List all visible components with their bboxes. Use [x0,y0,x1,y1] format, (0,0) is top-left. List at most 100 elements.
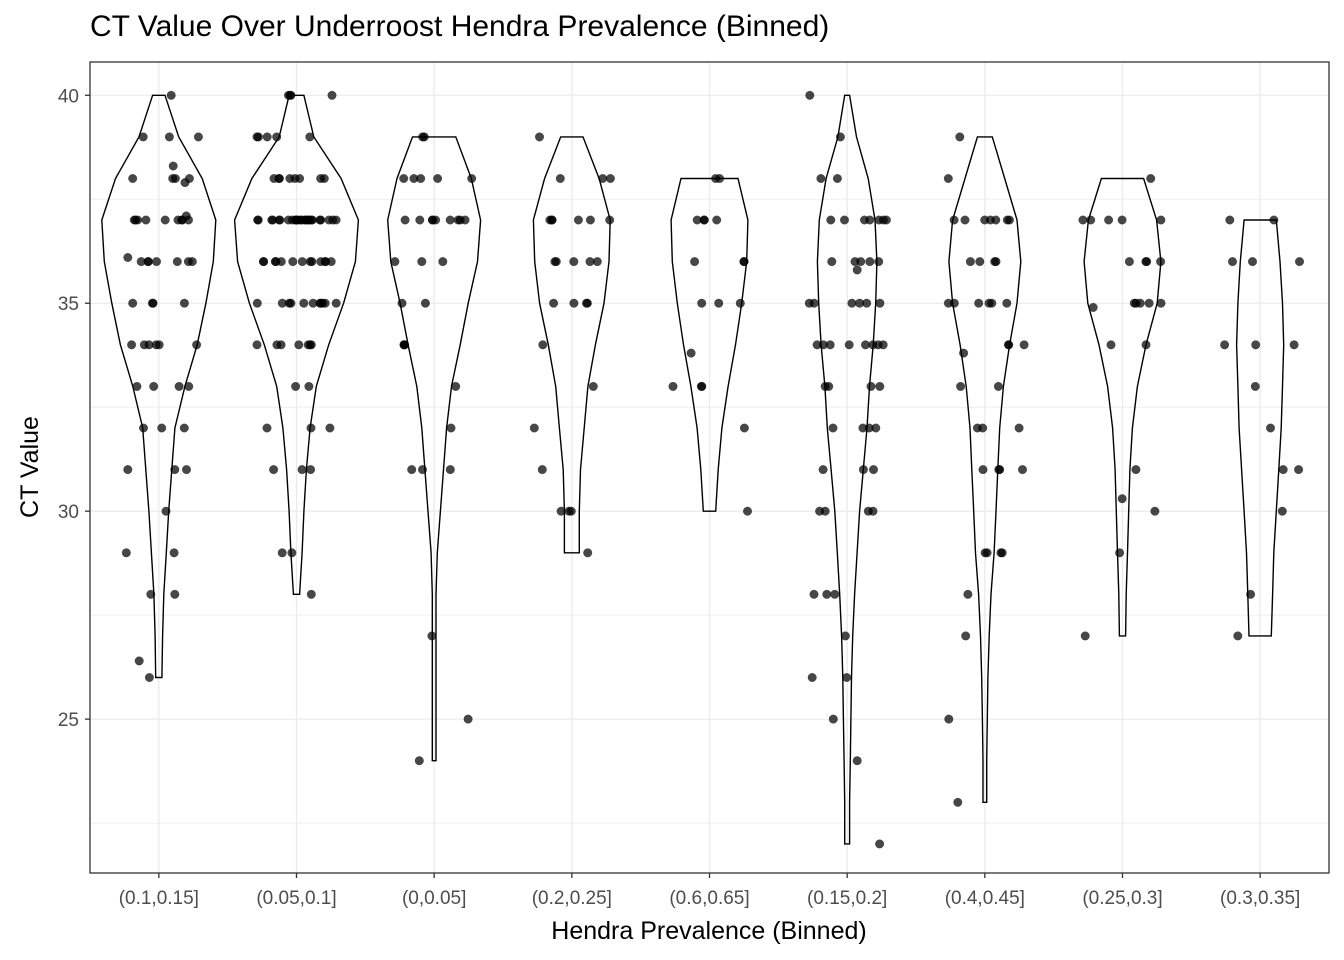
data-point [881,215,891,225]
x-axis-title: Hendra Prevalence (Binned) [551,917,866,945]
data-point [686,348,696,358]
data-point [306,215,316,225]
x-tick-label: (0.15,0.2] [807,888,887,909]
data-point [818,465,828,475]
data-point [858,465,868,475]
data-point [534,132,545,142]
violin-9 [1235,219,1285,637]
data-point [172,257,182,267]
data-point [839,215,850,225]
data-point [875,298,885,308]
data-point [529,423,539,433]
data-point [1146,173,1156,184]
data-point [804,298,814,308]
data-point [963,589,973,599]
data-point [1115,548,1125,558]
data-point [331,298,341,308]
data-point [807,672,817,683]
data-point [397,298,407,308]
data-point [1246,589,1256,599]
data-point [319,173,329,184]
data-point [305,340,315,350]
data-point [980,548,990,558]
x-tick-label: (0.2,0.25] [532,888,612,909]
data-point [170,173,180,184]
data-point [294,340,304,350]
data-point [407,465,417,475]
data-point [1004,215,1015,225]
data-point [1289,340,1299,350]
data-point [128,298,138,308]
data-point [873,340,883,350]
x-tick-label: (0.3,0.35] [1220,888,1300,909]
data-point [168,161,178,171]
data-point [417,257,427,267]
data-point [467,173,477,184]
data-point [286,90,296,100]
data-point [564,506,574,516]
data-point [299,298,309,308]
data-point [960,215,970,225]
data-point [975,257,985,267]
data-point [277,548,287,558]
data-point [1227,257,1238,267]
data-point [993,381,1003,391]
data-point [1017,465,1028,475]
data-point [1002,298,1012,308]
data-point [416,173,426,184]
data-point [1233,631,1243,641]
data-point [179,423,189,433]
data-point [605,215,615,225]
data-point [855,298,865,308]
data-point [252,340,262,350]
data-point [180,178,190,188]
data-point [1150,506,1160,516]
data-point [555,173,565,184]
x-tick-label: (0.6,0.65] [669,888,749,909]
data-point [174,381,184,391]
data-point [865,215,875,225]
data-point [549,298,559,308]
data-point [668,381,678,391]
data-point [445,465,455,475]
data-point [949,215,959,225]
data-point [1088,302,1098,312]
data-point [297,215,307,225]
data-point [415,215,425,225]
data-point [1004,340,1014,350]
data-point [832,173,842,184]
data-point [399,173,409,184]
data-point [583,548,593,558]
chart-title: CT Value Over Underroost Hendra Prevalen… [90,10,830,43]
data-point [965,257,975,267]
data-point [1265,423,1276,433]
data-point [868,465,879,475]
data-point [419,132,429,142]
x-tick-label: (0.25,0.3] [1082,888,1162,909]
data-point [417,465,428,475]
violin-7 [948,136,1022,803]
data-point [959,348,969,358]
data-point [414,756,424,766]
data-point [262,132,272,142]
data-point [990,257,1000,267]
data-point [1019,340,1029,350]
data-point [1104,215,1114,225]
data-point [812,340,822,350]
data-point [547,215,557,225]
x-tick-label: (0.4,0.45] [945,888,1025,909]
data-point [325,423,335,433]
data-point [127,340,137,350]
data-point [446,423,456,433]
data-point [143,257,153,267]
violin-6 [816,94,878,845]
data-point [1278,465,1288,475]
data-point [538,340,548,350]
data-point [866,381,876,391]
data-point [262,423,272,433]
data-point [138,423,149,433]
data-point [183,257,193,267]
data-point [295,173,305,184]
x-tick-label: (0.05,0.1] [256,888,336,909]
data-point [815,506,825,516]
